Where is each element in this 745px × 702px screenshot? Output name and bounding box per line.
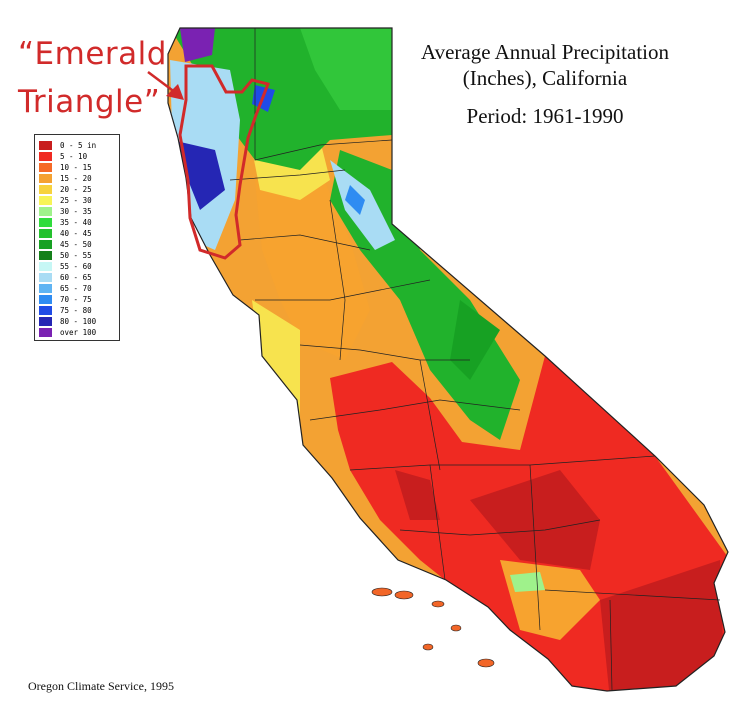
county-lines [229,28,721,691]
legend-item: 35 - 40 [39,217,92,227]
legend-label: 60 - 65 [60,272,92,282]
legend-swatch [39,217,52,227]
legend-swatch [39,239,52,249]
channel-islands [371,587,495,668]
legend-swatch [39,327,52,337]
county-line [329,199,346,361]
zone-socal-green [510,572,545,592]
legend-label: 15 - 20 [60,173,92,183]
zone-sierra-peak [345,185,365,215]
island [371,587,393,597]
county-line [429,464,446,581]
legend-swatch [39,184,52,194]
legend-label: 70 - 75 [60,294,92,304]
island [394,590,414,600]
legend-label: 65 - 70 [60,283,92,293]
legend-item: 20 - 25 [39,184,92,194]
callout-label-line2: Triangle” [18,84,161,120]
island [431,600,445,608]
legend-item: 65 - 70 [39,283,92,293]
legend-swatch [39,272,52,282]
zone-valley [255,170,370,360]
legend-swatch [39,316,52,326]
zone-wet-core-2 [180,28,215,62]
map-period: Period: 1961-1990 [466,104,624,128]
legend-swatch [39,151,52,161]
state-outline [167,27,729,692]
legend-swatch [39,294,52,304]
island [422,643,434,651]
legend-swatch [39,261,52,271]
legend-label: 5 - 10 [60,151,88,161]
county-line [419,359,441,471]
callout-arrow [147,71,184,100]
county-line [254,28,393,161]
legend-item: 40 - 45 [39,228,92,238]
legend-swatch [39,250,52,260]
legend-label: 25 - 30 [60,195,92,205]
legend-label: 35 - 40 [60,217,92,227]
legend-label: 20 - 25 [60,184,92,194]
county-line [255,279,431,301]
legend-label: 0 - 5 in [60,140,97,150]
zone-dry-core-2 [470,470,600,570]
legend-item: 25 - 30 [39,195,92,205]
legend-label: over 100 [60,327,97,337]
legend-label: 40 - 45 [60,228,92,238]
legend-item: 70 - 75 [39,294,92,304]
legend-swatch [39,162,52,172]
arrow-head [166,84,184,100]
legend-item: 55 - 60 [39,261,92,271]
legend-item: 50 - 55 [39,250,92,260]
map-title-line1: Average Annual Precipitation [420,40,670,64]
legend-item: 10 - 15 [39,162,92,172]
county-line [609,599,613,691]
legend-swatch [39,206,52,216]
callout-label-line1: “Emerald [18,36,167,72]
county-line [399,519,601,536]
county-line [309,399,521,421]
legend-label: 75 - 80 [60,305,92,315]
legend-label: 10 - 15 [60,162,92,172]
legend-label: 50 - 55 [60,250,92,260]
county-line [529,464,541,631]
county-line [239,234,371,251]
county-line [299,344,470,361]
emerald-triangle-outline [178,64,271,260]
legend-label: 45 - 50 [60,239,92,249]
legend-item: 45 - 50 [39,239,92,249]
legend-swatch [39,228,52,238]
legend: 0 - 5 in 5 - 10 10 - 15 15 - 20 20 - 25 25 - … [34,134,120,341]
legend-item: 60 - 65 [39,272,92,282]
legend-item: 0 - 5 in [39,140,96,150]
county-line [544,589,721,601]
legend-label: 80 - 100 [60,316,97,326]
legend-swatch [39,305,52,315]
legend-item: 5 - 10 [39,151,87,161]
source-credit: Oregon Climate Service, 1995 [28,679,174,693]
legend-swatch [39,173,52,183]
legend-swatch [39,140,52,150]
legend-label: 55 - 60 [60,261,92,271]
county-line [229,169,346,181]
legend-item: 30 - 35 [39,206,92,216]
legend-label: 30 - 35 [60,206,92,216]
island [450,624,462,632]
zone-north-mtn-2 [300,28,392,110]
legend-item: 15 - 20 [39,173,92,183]
arrow-shaft [147,71,177,94]
legend-item: over 100 [39,327,96,337]
map-title-line2: (Inches), California [462,66,628,90]
legend-swatch [39,283,52,293]
county-line [349,455,656,471]
legend-item: 80 - 100 [39,316,96,326]
legend-swatch [39,195,52,205]
legend-item: 75 - 80 [39,305,92,315]
island [477,658,495,668]
zone-dry-core-1 [395,470,440,520]
